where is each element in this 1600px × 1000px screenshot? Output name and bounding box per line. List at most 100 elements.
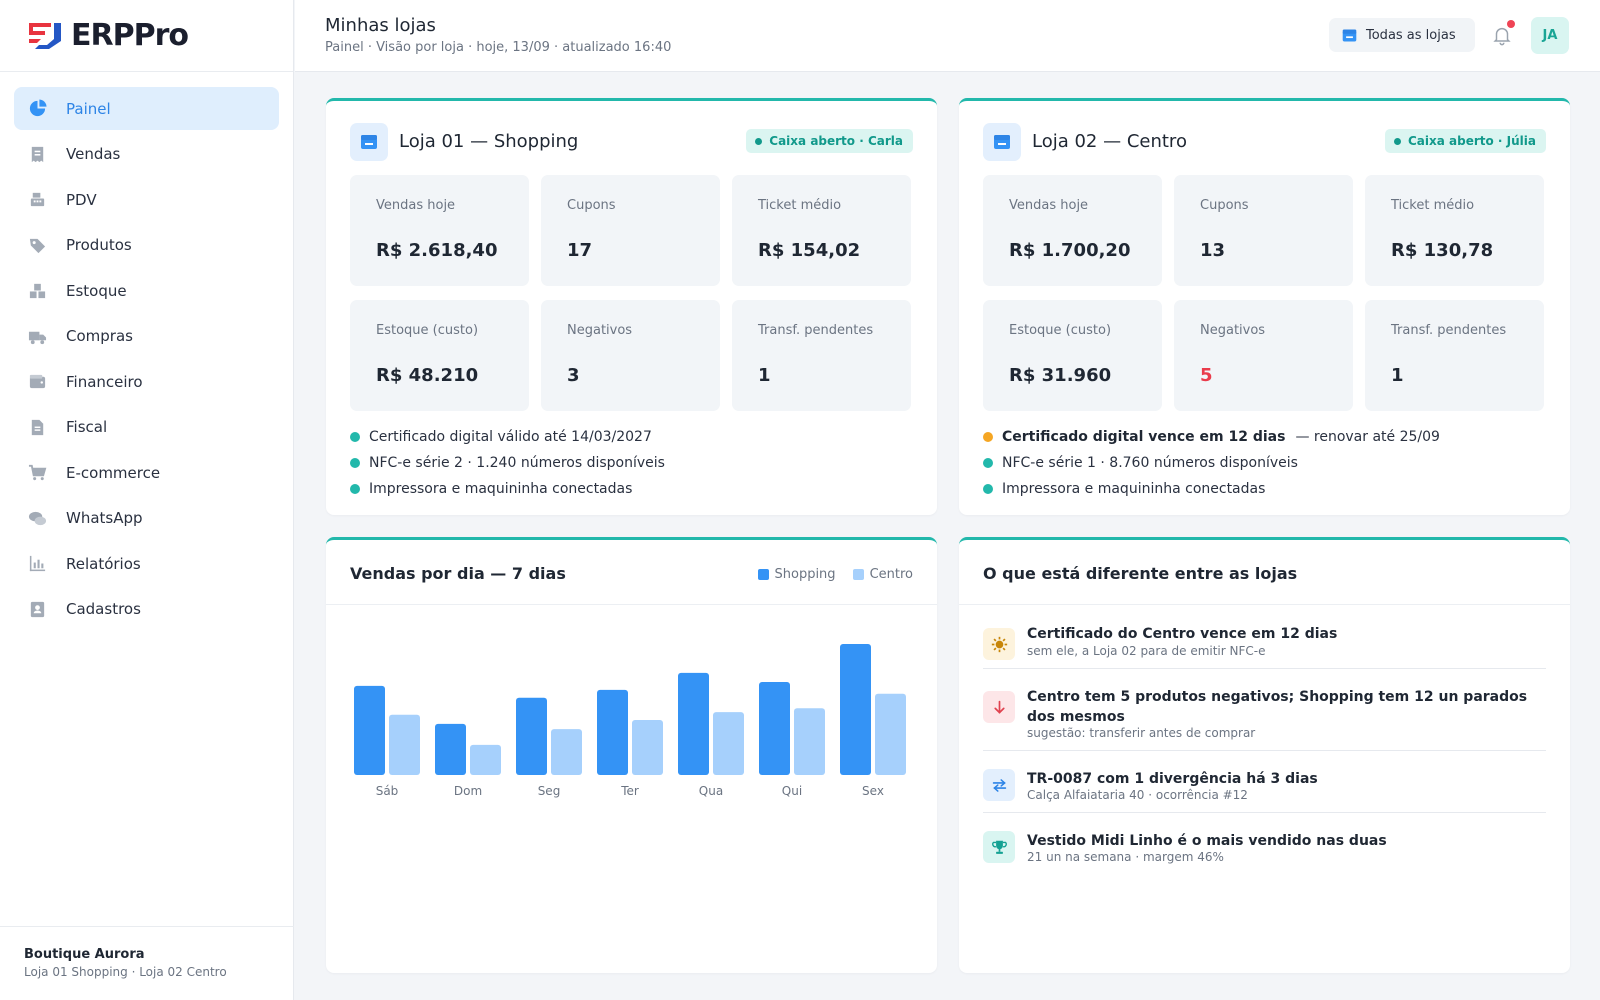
metric-value: 13 bbox=[1200, 240, 1226, 261]
difference-subtitle: sugestão: transferir antes de comprar bbox=[1027, 726, 1256, 740]
metric-label: Cupons bbox=[567, 198, 616, 213]
sidebar-item-financeiro[interactable]: Financeiro bbox=[14, 360, 279, 403]
sidebar-item-label: Painel bbox=[66, 99, 111, 118]
metric-label: Vendas hoje bbox=[1009, 198, 1089, 213]
metric-value: R$ 31.960 bbox=[1009, 365, 1112, 386]
sidebar-item-label: Cadastros bbox=[66, 600, 141, 618]
sidebar-item-produtos[interactable]: Produtos bbox=[14, 224, 279, 267]
sales-bar-chart: Sáb Dom Seg Ter Qua Qui Sex bbox=[354, 644, 906, 798]
store-name: Loja 02 — Centro bbox=[1032, 131, 1187, 152]
bar-centro-0[interactable] bbox=[389, 714, 420, 775]
chat-icon bbox=[27, 508, 47, 528]
difference-item[interactable]: TR-0087 com 1 divergência há 3 dias Calç… bbox=[983, 751, 1546, 813]
badge-label: Caixa aberto · Júlia bbox=[1407, 134, 1536, 148]
sidebar-item-estoque[interactable]: Estoque bbox=[14, 269, 279, 312]
bar-shopping-3[interactable] bbox=[597, 689, 628, 775]
document-icon bbox=[27, 417, 47, 437]
notification-dot bbox=[1507, 20, 1515, 28]
metric-value: R$ 48.210 bbox=[376, 365, 479, 386]
sidebar-item-vendas[interactable]: Vendas bbox=[14, 133, 279, 176]
sidebar-item-relatorios[interactable]: Relatórios bbox=[14, 542, 279, 585]
sidebar-item-label: Produtos bbox=[66, 236, 132, 254]
bar-centro-5[interactable] bbox=[794, 708, 825, 775]
store-selector[interactable]: Todas as lojas bbox=[1329, 18, 1475, 52]
top-header: Minhas lojas Painel · Visão por loja · h… bbox=[295, 0, 1600, 72]
legend-swatch-shopping bbox=[757, 569, 769, 580]
brand[interactable]: ERPPro bbox=[0, 0, 293, 72]
bar-centro-3[interactable] bbox=[632, 719, 663, 775]
store-metrics: Vendas hoje R$ 1.700,20 Cupons 13 Ticket… bbox=[983, 175, 1546, 411]
bar-shopping-5[interactable] bbox=[759, 681, 790, 775]
metric-tile[interactable]: Negativos 5 bbox=[1174, 300, 1353, 411]
sidebar-item-e-commerce[interactable]: E-commerce bbox=[14, 451, 279, 494]
bell-icon[interactable] bbox=[1491, 24, 1513, 46]
metric-tile[interactable]: Transf. pendentes 1 bbox=[1365, 300, 1544, 411]
store-header: Loja 02 — Centro Caixa aberto · Júlia bbox=[959, 101, 1570, 171]
metric-tile[interactable]: Estoque (custo) R$ 48.210 bbox=[350, 300, 529, 411]
metric-label: Estoque (custo) bbox=[1009, 323, 1112, 338]
x-tick-label: Dom bbox=[454, 784, 482, 798]
sidebar-item-cadastros[interactable]: Cadastros bbox=[14, 588, 279, 631]
sidebar-item-label: Financeiro bbox=[66, 372, 143, 391]
metric-tile[interactable]: Estoque (custo) R$ 31.960 bbox=[983, 300, 1162, 411]
x-tick-label: Sex bbox=[862, 784, 884, 798]
x-tick-label: Ter bbox=[620, 784, 639, 798]
sidebar-item-label: WhatsApp bbox=[66, 509, 143, 527]
chart-legend: Shopping Centro bbox=[741, 567, 913, 582]
bar-shopping-2[interactable] bbox=[516, 697, 547, 775]
metric-value: 1 bbox=[758, 365, 771, 386]
page-subtitle: Painel · Visão por loja · hoje, 13/09 · … bbox=[325, 40, 672, 55]
difference-subtitle: sem ele, a Loja 02 para de emitir NFC-e bbox=[1027, 644, 1266, 658]
bar-shopping-1[interactable] bbox=[435, 723, 466, 775]
metric-label: Ticket médio bbox=[758, 198, 842, 213]
status-dot bbox=[350, 432, 360, 442]
difference-item[interactable]: Centro tem 5 produtos negativos; Shoppin… bbox=[983, 669, 1546, 751]
sidebar-item-painel[interactable]: Painel bbox=[14, 87, 279, 130]
bar-shopping-4[interactable] bbox=[678, 672, 709, 775]
legend-item-centro: Centro bbox=[852, 567, 913, 582]
metric-tile[interactable]: Negativos 3 bbox=[541, 300, 720, 411]
company-stores: Loja 01 Shopping · Loja 02 Centro bbox=[24, 965, 227, 979]
difference-item[interactable]: Vestido Midi Linho é o mais vendido nas … bbox=[983, 813, 1546, 875]
status-dot bbox=[983, 458, 993, 468]
sidebar-item-compras[interactable]: Compras bbox=[14, 315, 279, 358]
status-item: NFC-e série 1 · 8.760 números disponívei… bbox=[983, 450, 1440, 476]
difference-subtitle: Calça Alfaiataria 40 · ocorrência #12 bbox=[1027, 788, 1248, 802]
boxes-icon bbox=[27, 281, 47, 301]
sun-icon bbox=[983, 628, 1015, 660]
metric-value: R$ 154,02 bbox=[758, 240, 861, 261]
bar-centro-1[interactable] bbox=[470, 744, 501, 775]
bar-centro-6[interactable] bbox=[875, 693, 906, 775]
difference-title: TR-0087 com 1 divergência há 3 dias bbox=[1027, 771, 1318, 787]
tags-icon bbox=[27, 235, 47, 255]
metric-label: Estoque (custo) bbox=[376, 323, 479, 338]
bar-chart-icon bbox=[27, 554, 47, 574]
metric-tile[interactable]: Vendas hoje R$ 2.618,40 bbox=[350, 175, 529, 286]
store-name: Loja 01 — Shopping bbox=[399, 131, 579, 152]
legend-swatch-centro bbox=[852, 569, 864, 580]
store-icon bbox=[983, 123, 1021, 161]
metric-tile[interactable]: Cupons 17 bbox=[541, 175, 720, 286]
status-item: NFC-e série 2 · 1.240 números disponívei… bbox=[350, 450, 665, 476]
sidebar-nav: Painel Vendas PDV Produtos Estoque Compr… bbox=[0, 72, 293, 631]
metric-tile[interactable]: Cupons 13 bbox=[1174, 175, 1353, 286]
sidebar-item-whatsapp[interactable]: WhatsApp bbox=[14, 497, 279, 540]
erppro-logo-icon bbox=[29, 22, 61, 49]
cash-register-icon bbox=[27, 190, 47, 210]
avatar[interactable]: JA bbox=[1531, 17, 1569, 54]
bar-shopping-6[interactable] bbox=[840, 644, 871, 775]
bar-centro-4[interactable] bbox=[713, 712, 744, 775]
metric-tile[interactable]: Vendas hoje R$ 1.700,20 bbox=[983, 175, 1162, 286]
pie-chart-icon bbox=[27, 99, 47, 119]
status-dot bbox=[755, 137, 763, 145]
metric-value: R$ 130,78 bbox=[1391, 240, 1494, 261]
sidebar-item-fiscal[interactable]: Fiscal bbox=[14, 406, 279, 449]
metric-tile[interactable]: Transf. pendentes 1 bbox=[732, 300, 911, 411]
metric-tile[interactable]: Ticket médio R$ 130,78 bbox=[1365, 175, 1544, 286]
difference-item[interactable]: Certificado do Centro vence em 12 dias s… bbox=[983, 606, 1546, 669]
legend-label-shopping: Shopping bbox=[774, 567, 836, 582]
bar-shopping-0[interactable] bbox=[354, 685, 385, 775]
bar-centro-2[interactable] bbox=[551, 729, 582, 775]
metric-tile[interactable]: Ticket médio R$ 154,02 bbox=[732, 175, 911, 286]
sidebar-item-pdv[interactable]: PDV bbox=[14, 178, 279, 221]
